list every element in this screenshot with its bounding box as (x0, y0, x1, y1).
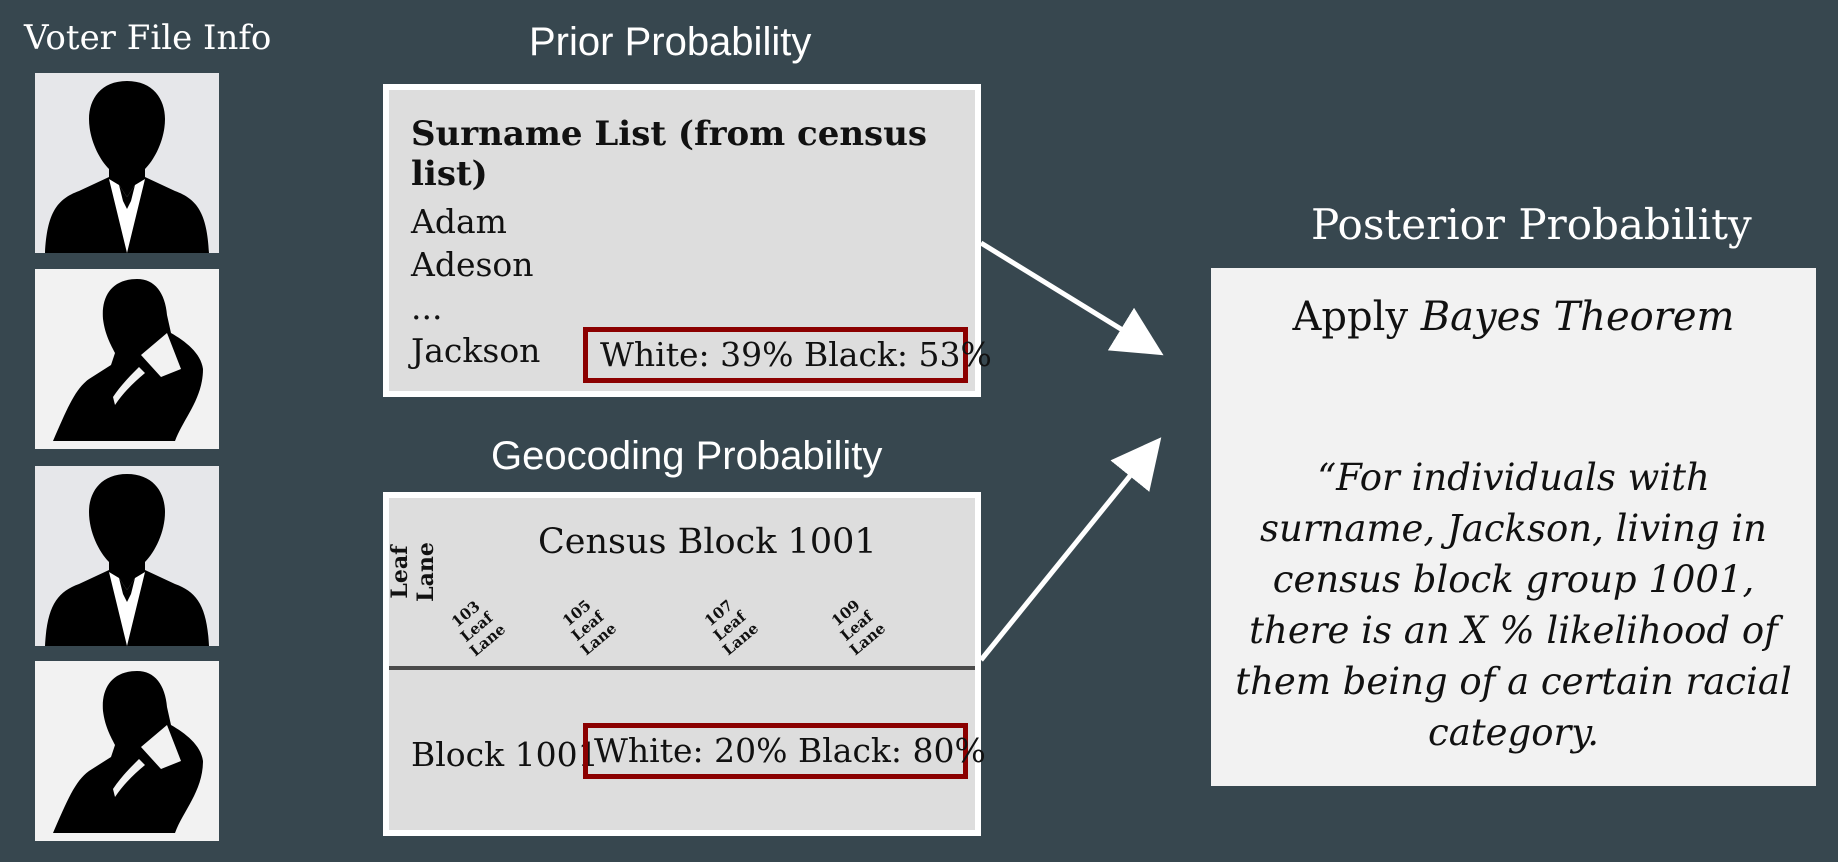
surname-highlight: White: 39% Black: 53% (583, 327, 992, 383)
geocoding-highlight: White: 20% Black: 80% (583, 723, 986, 779)
posterior-panel: Apply Bayes Theorem “For individuals wit… (1211, 268, 1816, 786)
surname-panel: Surname List (from census list) Adam Ade… (383, 84, 992, 397)
posterior-quote: “For individuals with surname, Jackson, … (1235, 456, 1792, 754)
street-line (389, 666, 975, 670)
surname-item: Adeson (411, 245, 534, 284)
male-user-icon (35, 73, 219, 253)
prior-arrow (979, 240, 1164, 356)
female-user-icon (35, 661, 219, 841)
block-label: Block 1001 (411, 735, 599, 774)
geocoding-heading: Geocoding Probability (491, 434, 883, 478)
female-user-icon (35, 269, 219, 449)
surname-item: ... (411, 288, 443, 327)
voter-file-title: Voter File Info (24, 18, 272, 58)
male-user-icon (35, 466, 219, 646)
prior-heading: Prior Probability (529, 20, 812, 64)
geocoding-panel: Census Block 1001 Leaf Lane 103 Leaf Lan… (383, 492, 986, 836)
posterior-heading: Posterior Probability (1311, 200, 1752, 249)
surname-list-title: Surname List (from census list) (411, 114, 928, 194)
apply-bayes-line: Apply Bayes Theorem (1211, 294, 1816, 340)
bayes-theorem-emphasis: Bayes Theorem (1420, 294, 1735, 340)
census-block-title: Census Block 1001 (538, 522, 877, 562)
apply-prefix: Apply (1292, 294, 1409, 340)
geocoding-arrow (979, 437, 1162, 662)
surname-item: Adam (411, 202, 507, 241)
surname-item-jackson: Jackson (411, 331, 541, 370)
